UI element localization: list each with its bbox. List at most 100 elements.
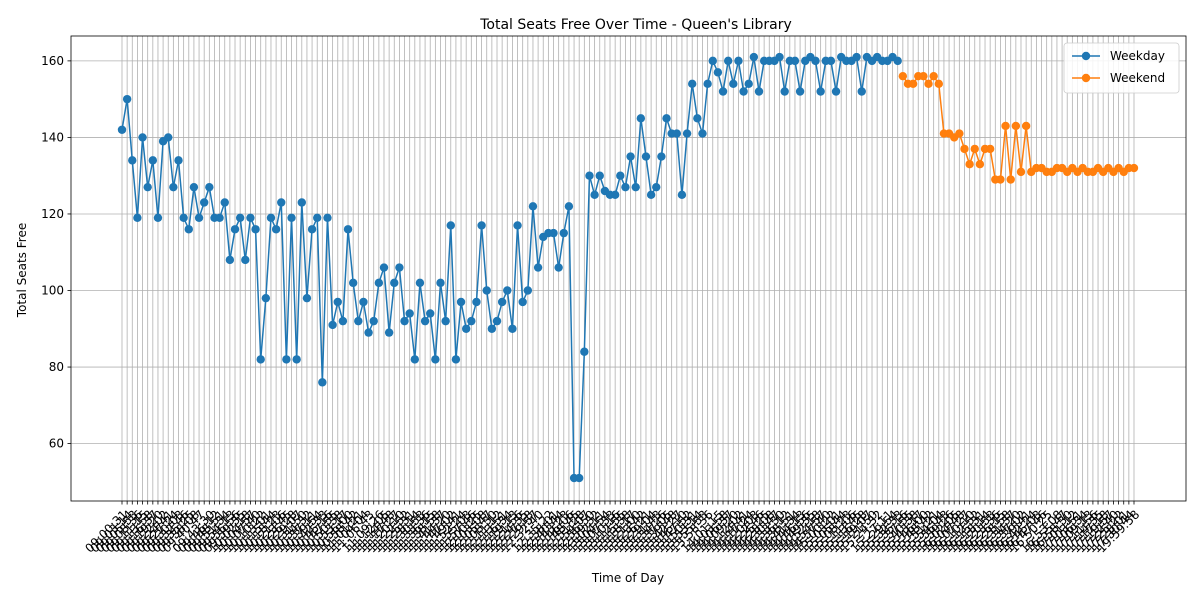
data-point — [852, 52, 861, 62]
data-point — [574, 473, 584, 483]
data-point — [302, 293, 312, 303]
data-point — [164, 133, 173, 142]
data-point — [754, 87, 764, 96]
data-point — [975, 160, 985, 169]
data-point — [472, 297, 481, 307]
data-point — [169, 182, 178, 192]
data-point — [184, 225, 193, 234]
y-gridlines — [71, 60, 1186, 444]
data-point — [1016, 167, 1026, 177]
data-point — [513, 221, 522, 230]
data-point — [554, 263, 563, 272]
data-point — [631, 182, 640, 192]
data-point — [364, 328, 373, 337]
data-point — [616, 171, 625, 180]
y-tick-label: 120 — [41, 207, 64, 221]
data-point — [898, 71, 908, 81]
y-axis-ticks: 60 80 100 120 140 160 — [41, 54, 71, 451]
data-point — [138, 133, 147, 142]
data-point — [426, 309, 435, 318]
data-point — [626, 152, 635, 161]
data-point — [431, 355, 440, 364]
data-point — [405, 309, 414, 318]
data-point — [1006, 175, 1015, 184]
data-point — [122, 94, 132, 104]
data-point — [266, 213, 276, 222]
legend-marker — [1081, 73, 1091, 83]
data-point — [153, 213, 163, 222]
data-point — [585, 171, 594, 180]
data-point — [831, 87, 841, 96]
data-point — [857, 87, 866, 96]
data-point — [1021, 121, 1031, 131]
data-point — [497, 297, 507, 307]
data-point — [441, 316, 450, 326]
data-point — [929, 71, 938, 81]
legend-marker — [1081, 51, 1091, 61]
data-point — [338, 316, 348, 326]
data-point — [790, 56, 800, 66]
y-tick-label: 140 — [41, 130, 64, 144]
data-point — [970, 144, 979, 154]
data-point — [333, 297, 342, 307]
data-point — [780, 87, 789, 96]
data-point — [564, 202, 574, 211]
data-point — [965, 160, 974, 169]
data-point — [508, 324, 517, 333]
data-point — [657, 152, 666, 161]
data-point — [677, 190, 687, 200]
data-point — [487, 324, 497, 333]
y-tick-label: 80 — [49, 360, 64, 374]
data-point — [343, 225, 353, 234]
data-point — [297, 198, 306, 207]
data-point — [220, 198, 229, 207]
data-point — [739, 87, 748, 96]
data-point — [693, 114, 702, 123]
data-point — [795, 87, 805, 96]
data-point — [729, 79, 738, 89]
data-point — [369, 316, 378, 326]
data-point — [503, 286, 512, 295]
data-point — [230, 225, 240, 234]
data-point — [924, 79, 933, 89]
data-point — [128, 156, 137, 165]
data-point — [734, 56, 743, 66]
data-point — [323, 213, 332, 222]
data-point — [580, 347, 589, 356]
data-point — [415, 278, 425, 288]
data-point — [646, 190, 656, 200]
data-point — [256, 355, 265, 364]
data-point — [246, 213, 255, 222]
data-point — [559, 228, 568, 238]
data-point — [1011, 121, 1021, 131]
data-point — [595, 171, 604, 180]
data-point — [672, 129, 682, 138]
data-point — [451, 355, 461, 364]
data-point — [482, 286, 491, 295]
data-point — [533, 263, 543, 272]
data-point — [348, 278, 358, 288]
data-point — [893, 56, 902, 66]
data-point — [143, 182, 152, 192]
x-gridlines — [121, 36, 1135, 501]
data-point — [518, 297, 527, 307]
legend: Weekday Weekend — [1063, 42, 1180, 94]
y-tick-label: 100 — [41, 284, 64, 298]
data-point — [271, 225, 281, 234]
data-point — [749, 52, 759, 62]
data-point — [621, 182, 630, 192]
data-point — [215, 213, 224, 222]
data-point — [713, 68, 723, 77]
data-point — [492, 316, 502, 326]
data-point — [384, 328, 394, 337]
data-point — [420, 316, 430, 326]
data-point — [292, 355, 301, 364]
data-point — [688, 79, 697, 89]
chart-title: Total Seats Free Over Time - Queen's Lib… — [479, 17, 792, 33]
data-point — [590, 190, 599, 200]
data-point — [133, 213, 142, 222]
data-point — [718, 87, 728, 96]
data-point — [410, 355, 420, 364]
data-point — [549, 228, 558, 238]
data-point — [996, 175, 1005, 184]
